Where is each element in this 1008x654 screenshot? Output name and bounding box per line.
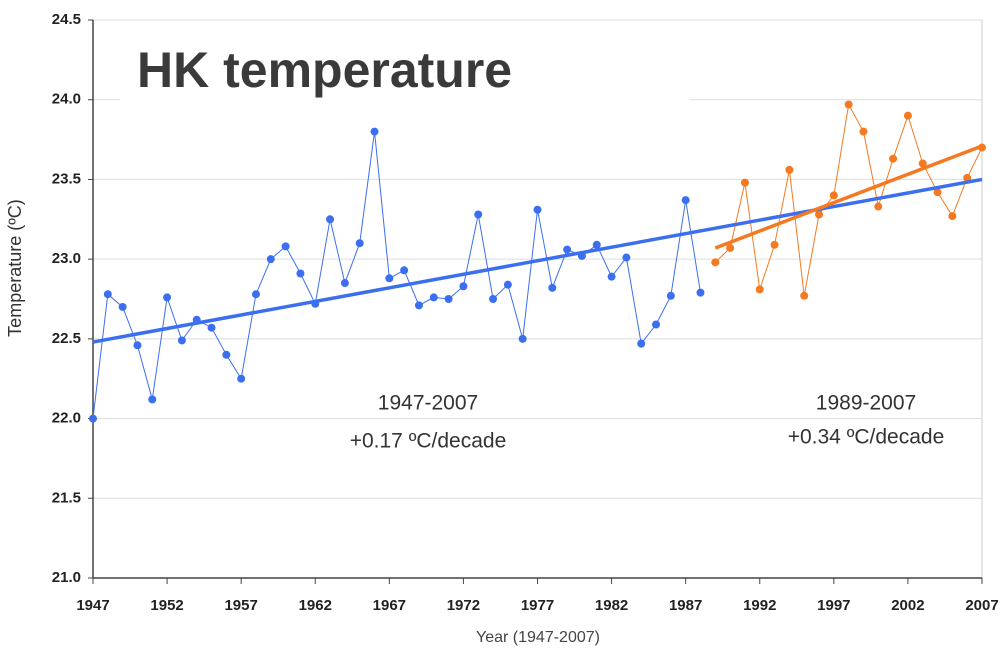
- data-point: [207, 323, 216, 332]
- y-tick-label: 23.5: [52, 170, 81, 187]
- data-point: [237, 374, 246, 383]
- data-point: [711, 258, 720, 267]
- data-point: [844, 100, 853, 109]
- data-point: [607, 272, 616, 281]
- data-point: [296, 269, 305, 278]
- data-point: [148, 395, 157, 404]
- data-point: [133, 341, 142, 350]
- data-point: [755, 285, 764, 294]
- annotation: +0.34 ºC/decade: [788, 426, 945, 449]
- chart-title: HK temperature: [137, 42, 512, 98]
- data-point: [518, 334, 527, 343]
- x-tick-label: 1997: [817, 597, 850, 614]
- trend-line: [714, 144, 983, 250]
- data-point: [800, 291, 809, 300]
- data-point: [414, 301, 423, 310]
- x-tick-label: 1987: [669, 597, 702, 614]
- data-point: [548, 283, 557, 292]
- x-tick-label: 1982: [595, 597, 628, 614]
- y-tick-label: 21.0: [52, 569, 81, 586]
- data-point: [963, 173, 972, 182]
- data-point: [815, 210, 824, 219]
- data-point: [281, 242, 290, 251]
- data-point: [533, 205, 542, 214]
- data-point: [163, 293, 172, 302]
- x-tick-label: 2007: [965, 597, 998, 614]
- y-tick-label: 24.0: [52, 91, 81, 108]
- x-tick-label: 2002: [891, 597, 924, 614]
- data-point: [118, 302, 127, 311]
- data-point: [385, 274, 394, 283]
- y-tick-label: 22.5: [52, 330, 81, 347]
- data-point: [829, 191, 838, 200]
- data-point: [948, 212, 957, 221]
- x-tick-label: 1947: [76, 597, 109, 614]
- data-point: [503, 280, 512, 289]
- data-point: [89, 414, 97, 423]
- title-background: [120, 40, 690, 102]
- data-point: [370, 127, 379, 136]
- data-point: [933, 188, 942, 197]
- data-point: [222, 350, 231, 359]
- annotation: 1947-2007: [378, 392, 478, 415]
- data-point: [474, 210, 483, 219]
- x-tick-label: 1967: [373, 597, 406, 614]
- data-point: [489, 295, 498, 303]
- data-point: [874, 202, 883, 211]
- data-point: [429, 293, 438, 302]
- x-tick-label: 1962: [299, 597, 332, 614]
- data-point: [785, 165, 794, 174]
- y-tick-label: 21.5: [52, 489, 81, 506]
- annotation: 1989-2007: [816, 392, 916, 415]
- y-tick-label: 24.5: [52, 11, 81, 28]
- data-point: [740, 178, 749, 187]
- data-point: [266, 255, 275, 264]
- x-axis-label: Year (1947-2007): [476, 629, 600, 646]
- data-point: [637, 339, 646, 348]
- y-axis-label: Temperature (ºC): [5, 199, 25, 337]
- data-point: [563, 245, 572, 254]
- data-point: [918, 159, 927, 168]
- data-point: [251, 290, 260, 299]
- annotation: +0.17 ºC/decade: [350, 430, 507, 453]
- data-point: [889, 154, 898, 163]
- plot-area: [92, 19, 983, 579]
- data-point: [666, 291, 675, 300]
- data-point: [859, 127, 868, 136]
- data-point: [459, 282, 468, 291]
- data-point: [592, 240, 601, 249]
- data-point: [681, 196, 690, 205]
- data-point: [355, 239, 364, 248]
- data-point: [326, 215, 335, 224]
- x-tick-label: 1972: [447, 597, 480, 614]
- data-point: [770, 240, 779, 249]
- x-tick-label: 1957: [224, 597, 257, 614]
- y-tick-label: 23.0: [52, 250, 81, 267]
- trend-line: [92, 177, 983, 344]
- x-tick-label: 1992: [743, 597, 776, 614]
- data-point: [726, 243, 735, 252]
- data-point: [177, 336, 186, 345]
- data-point: [340, 279, 349, 288]
- y-tick-label: 22.0: [52, 410, 81, 427]
- data-point: [103, 290, 112, 299]
- data-point: [903, 111, 912, 120]
- x-tick-label: 1952: [150, 597, 183, 614]
- data-point: [400, 266, 409, 275]
- x-tick-label: 1977: [521, 597, 554, 614]
- data-point: [652, 320, 661, 329]
- data-point: [444, 295, 453, 303]
- data-point: [696, 288, 705, 297]
- data-point: [622, 253, 631, 262]
